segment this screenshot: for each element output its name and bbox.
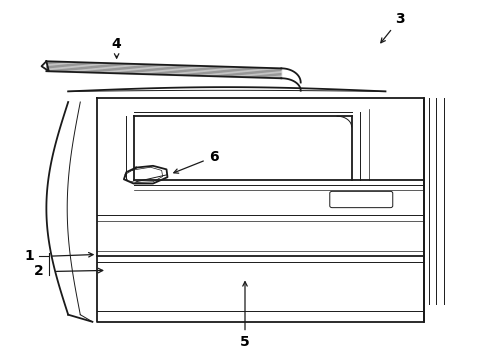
Text: 2: 2 bbox=[34, 265, 44, 278]
Text: 5: 5 bbox=[240, 282, 250, 349]
Text: 3: 3 bbox=[381, 12, 405, 43]
Text: 6: 6 bbox=[174, 150, 219, 173]
Text: 1: 1 bbox=[24, 249, 34, 263]
Text: 4: 4 bbox=[112, 36, 122, 58]
